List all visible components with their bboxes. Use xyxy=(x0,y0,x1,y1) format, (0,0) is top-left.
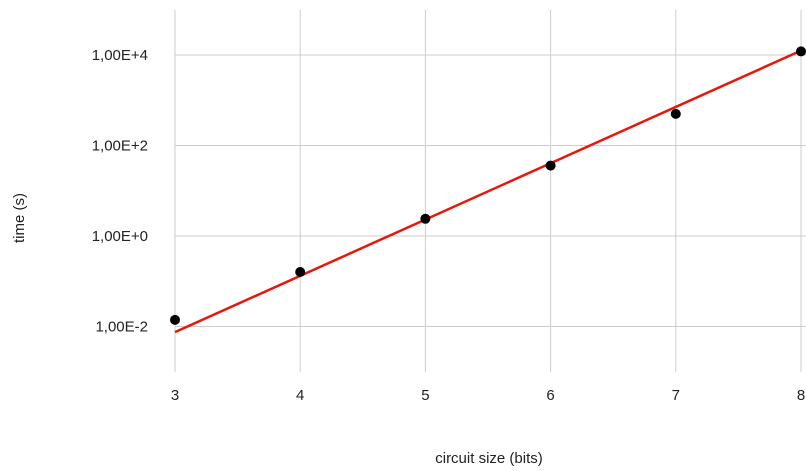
x-axis-ticks: 3 4 5 6 7 8 xyxy=(171,387,805,404)
data-point xyxy=(546,161,556,171)
data-point xyxy=(295,267,305,277)
y-tick-label: 1,00E+4 xyxy=(92,47,148,64)
x-tick-label: 4 xyxy=(296,387,304,404)
x-tick-label: 5 xyxy=(421,387,429,404)
data-point xyxy=(796,46,806,56)
y-tick-label: 1,00E+2 xyxy=(92,138,148,155)
y-tick-label: 1,00E+0 xyxy=(92,228,148,245)
y-axis-title: time (s) xyxy=(11,193,28,243)
y-tick-label: 1,00E-2 xyxy=(95,319,148,336)
data-point xyxy=(671,109,681,119)
x-tick-label: 8 xyxy=(797,387,805,404)
x-tick-label: 7 xyxy=(672,387,680,404)
data-point xyxy=(420,214,430,224)
x-tick-label: 3 xyxy=(171,387,179,404)
trendline-layer xyxy=(175,51,801,333)
trendline xyxy=(175,51,801,333)
y-axis-ticks: 1,00E-2 1,00E+0 1,00E+2 1,00E+4 xyxy=(92,47,148,336)
data-point xyxy=(170,315,180,325)
x-tick-label: 6 xyxy=(546,387,554,404)
data-points xyxy=(170,46,806,324)
x-axis-title: circuit size (bits) xyxy=(435,450,543,467)
